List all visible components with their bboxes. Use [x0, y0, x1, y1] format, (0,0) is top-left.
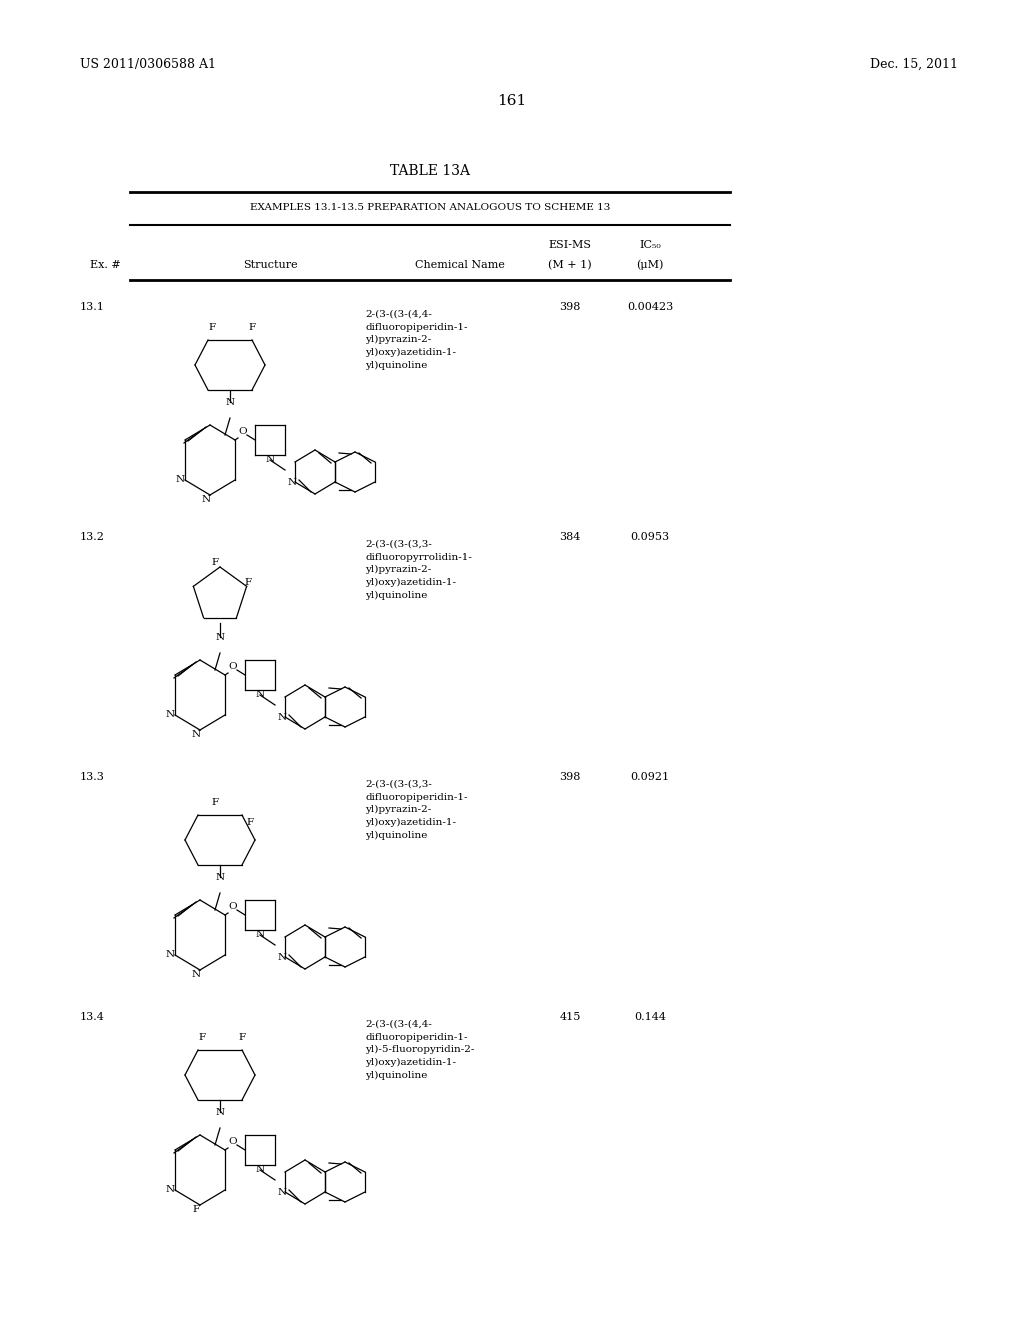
- Text: 13.2: 13.2: [80, 532, 104, 543]
- Text: O: O: [228, 902, 237, 911]
- Text: 0.0921: 0.0921: [631, 772, 670, 781]
- Text: 0.0953: 0.0953: [631, 532, 670, 543]
- Text: F: F: [211, 799, 218, 807]
- Text: N: N: [288, 478, 297, 487]
- Text: N: N: [226, 399, 236, 407]
- Text: N: N: [193, 970, 201, 979]
- Text: O: O: [228, 1137, 237, 1146]
- Text: 2-(3-((3-(3,3-
difluoropiperidin-1-
yl)pyrazin-2-
yl)oxy)azetidin-1-
yl)quinolin: 2-(3-((3-(3,3- difluoropiperidin-1- yl)p…: [365, 780, 468, 840]
- Text: N: N: [256, 690, 265, 700]
- Text: 398: 398: [559, 302, 581, 312]
- Text: N: N: [216, 634, 225, 642]
- Text: N: N: [193, 730, 201, 739]
- Text: Structure: Structure: [243, 260, 297, 271]
- Text: N: N: [202, 495, 211, 504]
- Text: N: N: [216, 873, 225, 882]
- Text: 13.3: 13.3: [80, 772, 104, 781]
- Text: TABLE 13A: TABLE 13A: [390, 164, 470, 178]
- Text: N: N: [278, 1188, 287, 1197]
- Text: 2-(3-((3-(3,3-
difluoropyrrolidin-1-
yl)pyrazin-2-
yl)oxy)azetidin-1-
yl)quinoli: 2-(3-((3-(3,3- difluoropyrrolidin-1- yl)…: [365, 540, 472, 599]
- Text: N: N: [278, 713, 287, 722]
- Text: N: N: [166, 710, 175, 719]
- Text: 13.1: 13.1: [80, 302, 104, 312]
- Text: 384: 384: [559, 532, 581, 543]
- Text: ESI-MS: ESI-MS: [549, 240, 592, 249]
- Text: 13.4: 13.4: [80, 1012, 104, 1022]
- Text: 398: 398: [559, 772, 581, 781]
- Text: F: F: [199, 1034, 206, 1041]
- Text: 0.144: 0.144: [634, 1012, 666, 1022]
- Text: N: N: [176, 475, 185, 484]
- Text: IC₅₀: IC₅₀: [639, 240, 660, 249]
- Text: (M + 1): (M + 1): [548, 260, 592, 271]
- Text: N: N: [256, 931, 265, 939]
- Text: F: F: [209, 323, 216, 333]
- Text: F: F: [239, 1034, 246, 1041]
- Text: US 2011/0306588 A1: US 2011/0306588 A1: [80, 58, 216, 71]
- Text: Dec. 15, 2011: Dec. 15, 2011: [870, 58, 958, 71]
- Text: F: F: [247, 818, 254, 828]
- Text: 2-(3-((3-(4,4-
difluoropiperidin-1-
yl)-5-fluoropyridin-2-
yl)oxy)azetidin-1-
yl: 2-(3-((3-(4,4- difluoropiperidin-1- yl)-…: [365, 1020, 474, 1080]
- Text: N: N: [166, 1185, 175, 1195]
- Text: N: N: [256, 1166, 265, 1173]
- Text: N: N: [278, 953, 287, 962]
- Text: (μM): (μM): [636, 260, 664, 271]
- Text: 161: 161: [498, 94, 526, 108]
- Text: Ex. #: Ex. #: [90, 260, 121, 271]
- Text: N: N: [216, 1107, 225, 1117]
- Text: F: F: [193, 1205, 199, 1214]
- Text: 0.00423: 0.00423: [627, 302, 673, 312]
- Text: F: F: [249, 323, 256, 333]
- Text: Chemical Name: Chemical Name: [415, 260, 505, 271]
- Text: 2-(3-((3-(4,4-
difluoropiperidin-1-
yl)pyrazin-2-
yl)oxy)azetidin-1-
yl)quinolin: 2-(3-((3-(4,4- difluoropiperidin-1- yl)p…: [365, 310, 468, 370]
- Text: F: F: [211, 558, 218, 568]
- Text: N: N: [166, 950, 175, 960]
- Text: O: O: [228, 663, 237, 671]
- Text: 415: 415: [559, 1012, 581, 1022]
- Text: F: F: [245, 578, 252, 587]
- Text: N: N: [266, 455, 275, 465]
- Text: EXAMPLES 13.1-13.5 PREPARATION ANALOGOUS TO SCHEME 13: EXAMPLES 13.1-13.5 PREPARATION ANALOGOUS…: [250, 203, 610, 213]
- Text: O: O: [238, 426, 247, 436]
